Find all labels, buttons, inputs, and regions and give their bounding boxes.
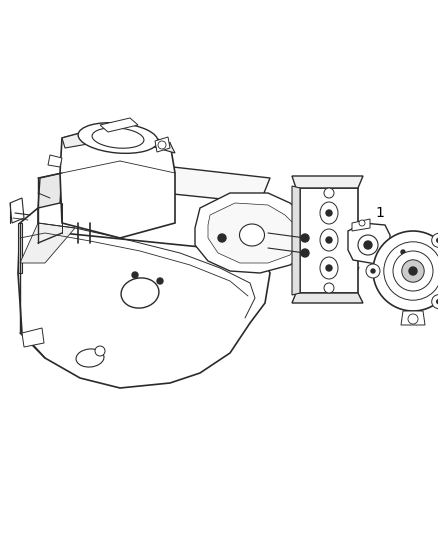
Circle shape	[324, 188, 334, 198]
Circle shape	[359, 220, 365, 226]
Polygon shape	[60, 125, 175, 238]
Ellipse shape	[92, 128, 144, 148]
Circle shape	[401, 250, 405, 254]
Circle shape	[324, 283, 334, 293]
Polygon shape	[292, 293, 363, 303]
Text: 2: 2	[0, 532, 1, 533]
Circle shape	[132, 272, 138, 278]
Circle shape	[437, 300, 438, 304]
Polygon shape	[100, 118, 138, 132]
Circle shape	[373, 231, 438, 311]
Circle shape	[366, 264, 380, 278]
Polygon shape	[195, 193, 315, 273]
Text: 3: 3	[348, 268, 359, 290]
Ellipse shape	[320, 257, 338, 279]
Polygon shape	[348, 223, 390, 265]
Circle shape	[393, 251, 433, 291]
Polygon shape	[352, 219, 370, 231]
Circle shape	[432, 295, 438, 309]
Ellipse shape	[240, 224, 265, 246]
Polygon shape	[48, 155, 62, 167]
Circle shape	[95, 346, 105, 356]
Circle shape	[402, 260, 424, 282]
Circle shape	[326, 237, 332, 243]
Circle shape	[301, 234, 309, 242]
Ellipse shape	[320, 229, 338, 251]
Circle shape	[326, 265, 332, 271]
Ellipse shape	[121, 278, 159, 308]
Circle shape	[326, 210, 332, 216]
Circle shape	[301, 249, 309, 257]
Circle shape	[409, 267, 417, 275]
Polygon shape	[292, 186, 300, 295]
Polygon shape	[62, 125, 175, 153]
Polygon shape	[60, 161, 270, 203]
Circle shape	[358, 235, 378, 255]
Circle shape	[158, 141, 166, 149]
Circle shape	[157, 278, 163, 284]
Circle shape	[397, 246, 409, 258]
Polygon shape	[22, 328, 44, 347]
Polygon shape	[208, 203, 300, 263]
Circle shape	[432, 233, 438, 247]
Polygon shape	[401, 311, 425, 325]
Circle shape	[371, 269, 375, 273]
Ellipse shape	[76, 349, 104, 367]
Circle shape	[437, 238, 438, 243]
Circle shape	[408, 314, 418, 324]
Polygon shape	[20, 223, 75, 263]
Polygon shape	[155, 137, 170, 152]
Polygon shape	[38, 173, 62, 208]
Polygon shape	[10, 198, 24, 223]
Circle shape	[218, 234, 226, 242]
Ellipse shape	[320, 202, 338, 224]
Ellipse shape	[78, 123, 158, 154]
Polygon shape	[300, 188, 358, 293]
Circle shape	[384, 242, 438, 300]
Polygon shape	[18, 208, 270, 388]
Polygon shape	[292, 176, 363, 188]
Polygon shape	[18, 223, 22, 273]
Circle shape	[364, 241, 372, 249]
Text: 1: 1	[369, 206, 384, 231]
